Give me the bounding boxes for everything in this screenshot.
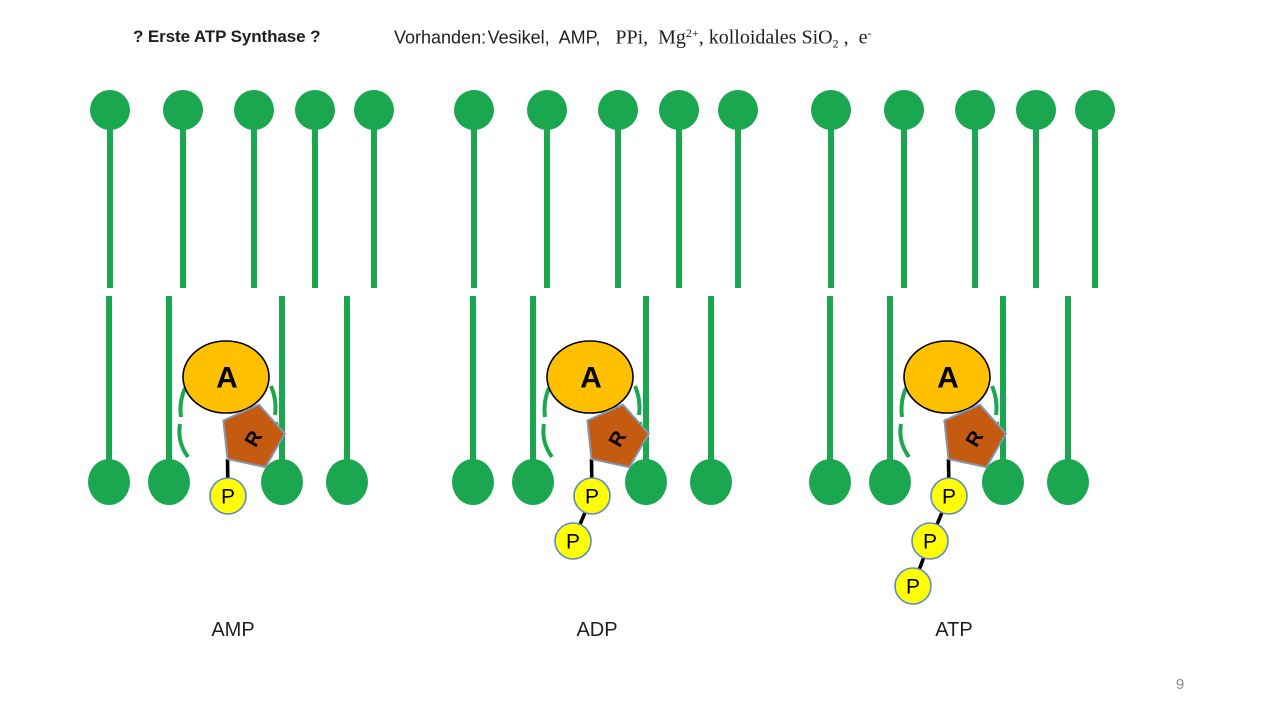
bent-lipid-tail xyxy=(541,423,554,459)
bent-lipid-tail xyxy=(178,387,187,418)
phosphate-circle xyxy=(894,567,932,605)
available-segment: 2 xyxy=(832,36,839,51)
lipid-head-bottom xyxy=(690,459,732,505)
lipid-head-bottom xyxy=(88,459,130,505)
phosphate-letter: P xyxy=(906,576,920,599)
phosphate-letter: P xyxy=(923,531,937,554)
adenine-letter: A xyxy=(580,362,602,395)
bent-lipid-tail xyxy=(269,385,278,416)
lipid-head-top xyxy=(884,90,924,130)
phosphate-letter: P xyxy=(221,486,235,509)
ribose-pentagon xyxy=(586,403,651,469)
lipid-head-top xyxy=(718,90,758,130)
lipid-head-top xyxy=(598,90,638,130)
adenine-ellipse xyxy=(546,340,634,414)
phosphate-circle xyxy=(930,477,968,515)
lipid-head-bottom xyxy=(452,459,494,505)
lipid-head-top xyxy=(527,90,567,130)
bent-lipid-tail xyxy=(177,423,190,459)
slide-title: ? Erste ATP Synthase ? xyxy=(133,27,321,46)
adenine-letter: A xyxy=(216,362,238,395)
adenine-letter: A xyxy=(937,362,959,395)
adenine-ellipse xyxy=(903,340,991,414)
bent-lipid-tail xyxy=(633,385,642,416)
group-label-amp: AMP xyxy=(211,619,254,641)
lipid-head-bottom xyxy=(869,459,911,505)
phosphate-letter: P xyxy=(566,531,580,554)
bent-lipid-tail xyxy=(899,387,908,418)
ribose-pentagon xyxy=(943,403,1008,469)
adenine-ellipse xyxy=(182,340,270,414)
available-segment: , kolloidales SiO xyxy=(698,26,833,49)
lipid-head-top xyxy=(811,90,851,130)
lipid-head-top xyxy=(659,90,699,130)
phosphate-circle xyxy=(554,522,592,560)
available-segment: Vorhanden: Vesikel, AMP, xyxy=(394,27,601,48)
available-segment: 2+ xyxy=(685,26,699,40)
lipid-head-bottom xyxy=(148,459,190,505)
lipid-head-top xyxy=(234,90,274,130)
bent-lipid-tail xyxy=(990,385,999,416)
available-segment: PPi, Mg xyxy=(600,26,686,49)
group-label-atp: ATP xyxy=(935,619,972,641)
lipid-head-bottom xyxy=(512,459,554,505)
available-substances-line: Vorhanden: Vesikel, AMP, PPi, Mg2+, koll… xyxy=(394,26,871,52)
available-segment: , e xyxy=(838,26,868,49)
lipid-head-top xyxy=(1075,90,1115,130)
available-segment: - xyxy=(867,26,872,40)
lipid-head-top xyxy=(354,90,394,130)
lipid-head-bottom xyxy=(1047,459,1089,505)
ribose-pentagon xyxy=(222,403,287,469)
lipid-head-top xyxy=(163,90,203,130)
phosphate-letter: P xyxy=(585,486,599,509)
group-label-adp: ADP xyxy=(576,619,617,641)
page-number: 9 xyxy=(1175,676,1185,693)
lipid-head-bottom xyxy=(809,459,851,505)
lipid-head-bottom xyxy=(261,459,303,505)
lipid-head-top xyxy=(90,90,130,130)
lipid-head-bottom xyxy=(326,459,368,505)
lipid-head-bottom xyxy=(982,459,1024,505)
bent-lipid-tail xyxy=(898,423,911,459)
phosphate-circle xyxy=(209,477,247,515)
phosphate-circle xyxy=(911,522,949,560)
lipid-head-bottom xyxy=(625,459,667,505)
phosphate-circle xyxy=(573,477,611,515)
lipid-head-top xyxy=(295,90,335,130)
lipid-head-top xyxy=(454,90,494,130)
bent-lipid-tail xyxy=(542,387,551,418)
lipid-head-top xyxy=(1016,90,1056,130)
lipid-head-top xyxy=(955,90,995,130)
phosphate-letter: P xyxy=(942,486,956,509)
